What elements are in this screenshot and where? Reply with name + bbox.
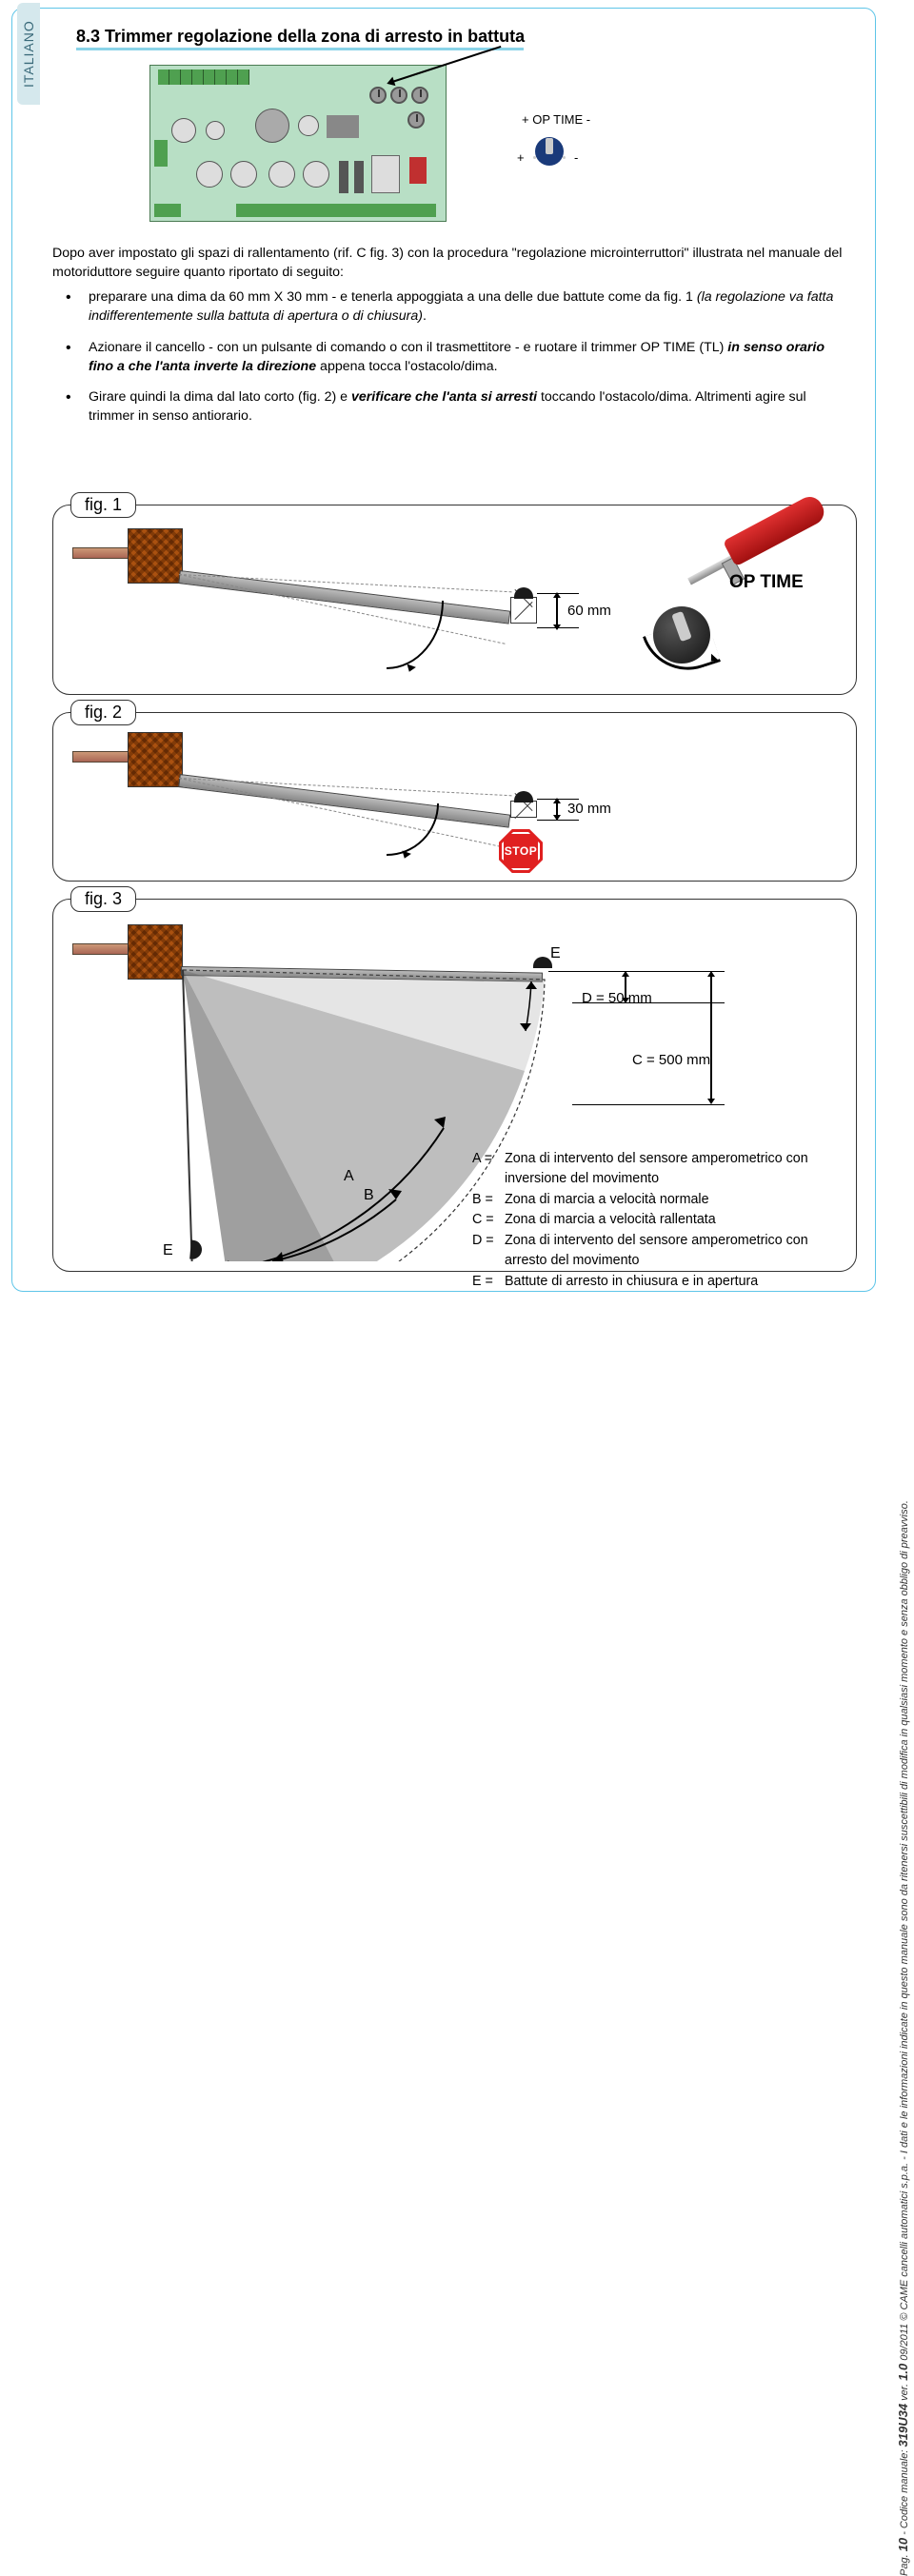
intro-paragraph: Dopo aver impostato gli spazi di rallent… [52, 244, 852, 282]
fig3-E-top: E [550, 945, 561, 962]
fig3-C-dim: C = 500 mm [632, 1052, 710, 1068]
body-text: Dopo aver impostato gli spazi di rallent… [52, 244, 852, 437]
fig2-label: fig. 2 [70, 700, 136, 725]
fig3-A-label: A [344, 1168, 354, 1185]
figure-3: fig. 3 A B E E D = 50 mm C = 500 mm [52, 899, 857, 1272]
fig3-B-label: B [364, 1187, 374, 1204]
optime-big-label: OP TIME [729, 572, 804, 593]
screwdriver-icon [653, 532, 844, 675]
figure-1: fig. 1 60 mm OP TIME [52, 505, 857, 695]
fig3-D-dim: D = 50 mm [582, 990, 652, 1006]
stop-sign-icon: STOP [499, 829, 543, 873]
dim-60: 60 mm [567, 603, 611, 619]
title-underline [76, 48, 524, 50]
fig3-E-bottom: E [163, 1242, 173, 1259]
fig3-legend: A =Zona di intervento del sensore ampero… [472, 1149, 844, 1292]
footer-side-text: Pag. 10 - Codice manuale: 319U34 ver. 1.… [896, 1292, 910, 2576]
dim-30: 30 mm [567, 801, 611, 817]
bullet-1: preparare una dima da 60 mm X 30 mm - e … [52, 287, 852, 326]
fig1-label: fig. 1 [70, 492, 136, 518]
bullet-2: Azionare il cancello - con un pulsante d… [52, 338, 852, 376]
figure-2: fig. 2 30 mm STOP [52, 712, 857, 882]
bullet-3: Girare quindi la dima dal lato corto (fi… [52, 387, 852, 426]
pcb-diagram [149, 65, 447, 222]
optime-top-label: + OP TIME - [522, 112, 590, 127]
section-title: 8.3 Trimmer regolazione della zona di ar… [76, 27, 525, 47]
language-tab: ITALIANO [17, 3, 40, 105]
trimmer-icon: + - [528, 133, 570, 169]
fig3-label: fig. 3 [70, 886, 136, 912]
